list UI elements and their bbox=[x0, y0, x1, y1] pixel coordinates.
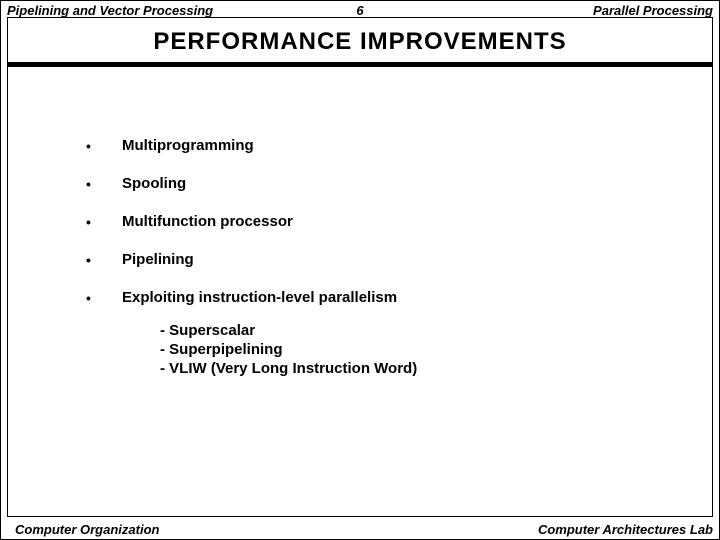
bullet-text: Exploiting instruction-level parallelism bbox=[122, 289, 397, 307]
sub-list: - Superscalar - Superpipelining - VLIW (… bbox=[160, 321, 672, 378]
bullet-icon: • bbox=[86, 175, 122, 193]
list-item: • Exploiting instruction-level paralleli… bbox=[86, 289, 672, 307]
bullet-text: Multifunction processor bbox=[122, 213, 293, 231]
page-number: 6 bbox=[356, 3, 363, 18]
bullet-text: Pipelining bbox=[122, 251, 194, 269]
bullet-text: Spooling bbox=[122, 175, 186, 193]
header-left: Pipelining and Vector Processing bbox=[7, 3, 213, 18]
bullet-icon: • bbox=[86, 213, 122, 231]
header-right: Parallel Processing bbox=[593, 3, 713, 18]
slide-header: Pipelining and Vector Processing 6 Paral… bbox=[1, 1, 719, 18]
slide-title: PERFORMANCE IMPROVEMENTS bbox=[8, 18, 712, 62]
bullet-text: Multiprogramming bbox=[122, 137, 254, 155]
sub-list-item: - Superscalar bbox=[160, 321, 672, 340]
footer-right: Computer Architectures Lab bbox=[538, 522, 713, 537]
list-item: • Multifunction processor bbox=[86, 213, 672, 231]
slide-frame: PERFORMANCE IMPROVEMENTS • Multiprogramm… bbox=[7, 17, 713, 517]
slide-footer: Computer Organization Computer Architect… bbox=[15, 522, 713, 537]
list-item: • Spooling bbox=[86, 175, 672, 193]
bullet-icon: • bbox=[86, 251, 122, 269]
bullet-icon: • bbox=[86, 137, 122, 155]
slide-content: • Multiprogramming • Spooling • Multifun… bbox=[8, 67, 712, 378]
bullet-icon: • bbox=[86, 289, 122, 307]
list-item: • Pipelining bbox=[86, 251, 672, 269]
list-item: • Multiprogramming bbox=[86, 137, 672, 155]
sub-list-item: - Superpipelining bbox=[160, 340, 672, 359]
sub-list-item: - VLIW (Very Long Instruction Word) bbox=[160, 359, 672, 378]
footer-left: Computer Organization bbox=[15, 522, 159, 537]
